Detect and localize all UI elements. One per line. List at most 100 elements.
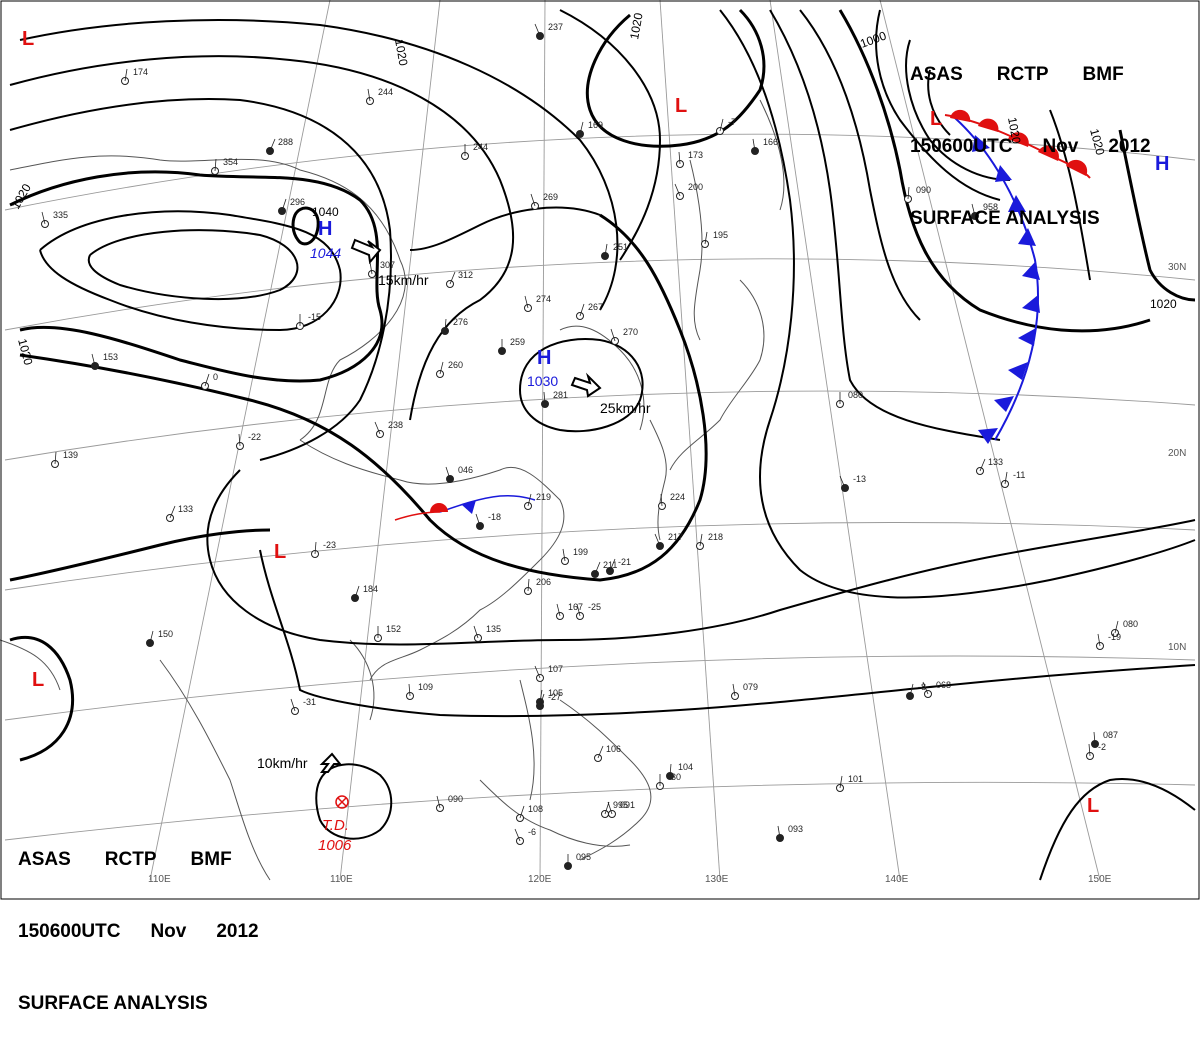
station-value: 312 [458,270,473,280]
motion-arrow [570,372,602,398]
wind-barb [543,391,546,405]
wind-barb [519,805,525,819]
wind-barb [439,361,444,375]
station-value: 106 [606,744,621,754]
motion-arrow [319,752,343,773]
grid-labels: 110E 110E 120E 130E 140E 150E 30N 20N 10… [148,262,1186,885]
wind-barb [674,183,681,197]
low-pressure-letter: L [930,108,942,130]
station-value: 219 [536,492,551,502]
wind-barb [449,271,456,285]
header-line-1: ASAS RCTP BMF [18,848,259,872]
wind-barb [607,801,613,815]
station-value: 133 [178,504,193,514]
cold-front-triangle [978,428,998,444]
wind-barb [678,151,681,165]
high-pressure-value: 1030 [527,373,558,389]
lon-label: 120E [528,874,552,885]
station-value: -25 [588,602,601,612]
wind-barb [149,630,154,644]
header-region: ASAS [910,64,963,85]
cold-front-triangle [1018,228,1036,246]
station-value: 095 [576,852,591,862]
station-value: 093 [788,824,803,834]
cold-front [954,117,1040,441]
station-value: 260 [448,360,463,370]
storm-pressure: 1006 [318,837,352,854]
motion-label: 10km/hr [257,755,308,771]
station-value: 251 [613,242,628,252]
header-bottom-left: ASAS RCTP BMF 150600UTC Nov 2012 SURFACE ANA… [18,800,259,1040]
wind-barb [839,475,846,489]
header-year: 2012 [1108,136,1151,157]
wind-barb [527,578,530,592]
station-value: 166 [763,137,778,147]
station-value: 135 [486,624,501,634]
station-value: 153 [103,352,118,362]
storm-symbol [335,795,349,809]
wind-barb [534,23,541,37]
lon-label: 140E [885,874,909,885]
stationary-front-warm [394,511,441,521]
station-value: -31 [303,697,316,707]
wind-barb [314,541,317,555]
wind-barb [579,303,585,317]
station-value: 200 [688,182,703,192]
station-value: 091 [620,800,635,810]
station-value: 244 [378,87,393,97]
wind-barb [594,561,601,575]
wind-barb [579,121,584,135]
header-station: RCTP [996,64,1049,85]
wind-barb [597,745,604,759]
station-value: 169 [588,120,603,130]
lon-label: 110E [330,874,353,885]
wind-barb [609,558,616,572]
isobar-label: 1020 [1150,297,1177,311]
station-value: 080 [1123,619,1138,629]
tropical-depression: T.D. 1006 [318,817,352,854]
wind-barb [290,698,296,712]
station-value: 218 [708,532,723,542]
motion-arrow [350,238,382,265]
station-value: 079 [743,682,758,692]
header-month: Nov [150,921,187,942]
lon-label: 130E [705,874,729,885]
stationary-cold-triangle [462,500,476,514]
station-value: 276 [453,317,468,327]
wind-barb [699,533,703,547]
station-value: 958 [983,202,998,212]
wind-barb [124,68,128,82]
header-line-2: 150600UTC Nov 2012 [18,920,259,944]
header-line-3: SURFACE ANALYSIS [910,208,1100,229]
wind-barb [1097,633,1101,647]
lon-label: 110E [148,874,171,885]
station-value: 109 [418,682,433,692]
station-value: 307 [380,260,395,270]
station-value: -22 [248,432,261,442]
station-value: 199 [573,547,588,557]
high-pressure-value: 1044 [310,245,341,261]
wind-barb [514,828,521,842]
isobar-labels: 1020 1020 1020 1020 1020 1000 1020 1020 … [8,11,1177,366]
warm-front-semicircle [1008,132,1029,147]
station-value: 224 [670,492,685,502]
cold-front-triangle [1022,295,1040,313]
isobar-label: 1020 [392,38,410,67]
header-month: Nov [1042,136,1079,157]
wind-barb [907,186,910,200]
wind-barb [1004,471,1008,485]
storm-label: T.D. [322,817,349,834]
wind-barb [752,138,756,152]
isobar-label: 1020 [1005,116,1023,145]
station-value: 274 [536,294,551,304]
wind-barb [475,513,481,527]
station-value: 105 [548,688,563,698]
motion-arrows [319,238,602,773]
lat-label: 30N [1168,262,1186,273]
wind-barb [909,683,914,697]
wind-barb [1088,743,1091,757]
station-value: -7 [728,117,736,127]
surface-analysis-map: 237 174 244 288 354 335 296 244 269 169 173 200 251 3… [0,0,1200,900]
wind-barb [367,88,371,102]
wind-barb [374,421,381,435]
